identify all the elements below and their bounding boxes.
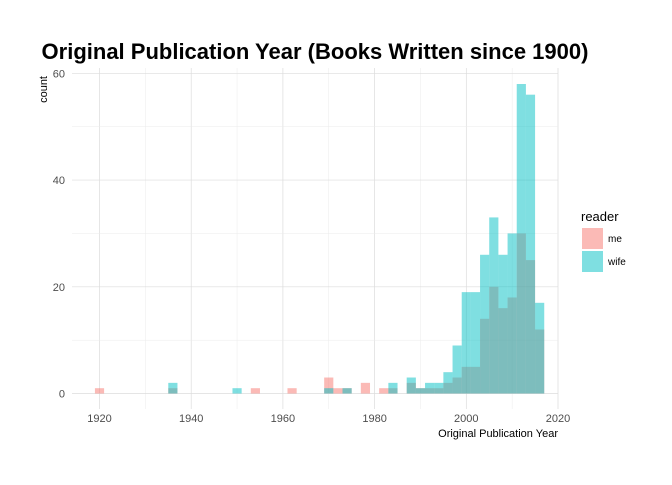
x-tick-label: 1920	[87, 413, 111, 425]
bar-wife	[480, 254, 490, 394]
legend-key-wife	[582, 251, 603, 272]
bar-wife	[168, 382, 178, 394]
legend-label-me: me	[608, 234, 622, 245]
bar-me	[333, 388, 343, 394]
chart-title: Original Publication Year (Books Written…	[42, 39, 589, 64]
bar-wife	[525, 94, 536, 394]
bar-wife	[406, 377, 416, 394]
bar-wife	[489, 217, 499, 394]
bar-wife	[470, 292, 481, 394]
bar-wife	[461, 292, 471, 394]
x-tick-label: 1960	[271, 413, 295, 425]
legend-label-wife: wife	[607, 257, 626, 268]
bar-wife	[535, 302, 545, 394]
y-tick-label: 0	[59, 389, 65, 401]
bar-me	[360, 382, 371, 394]
bar-wife	[425, 382, 435, 394]
y-tick-label: 20	[53, 282, 65, 294]
bar-wife	[507, 233, 517, 394]
bar-wife	[498, 254, 508, 394]
bar-wife	[415, 388, 426, 394]
bar-wife	[324, 388, 334, 394]
bar-me	[324, 377, 334, 394]
bar-wife	[232, 388, 242, 394]
y-axis-title: count	[38, 76, 50, 103]
legend-key-me	[582, 228, 603, 249]
bar-me	[250, 388, 260, 394]
x-tick-label: 2000	[454, 413, 478, 425]
x-tick-label: 2020	[546, 413, 570, 425]
bar-wife	[516, 84, 526, 394]
x-tick-label: 1940	[179, 413, 203, 425]
bar-me	[94, 388, 105, 394]
bar-me	[287, 388, 297, 394]
x-tick-label: 1980	[362, 413, 386, 425]
bar-wife	[388, 382, 398, 394]
bar-wife	[452, 345, 462, 394]
y-tick-label: 40	[53, 175, 65, 187]
y-tick-label: 60	[53, 68, 65, 80]
x-axis-title: Original Publication Year	[438, 428, 558, 440]
bars	[94, 84, 545, 394]
bar-me	[379, 388, 389, 394]
axis-tick-labels: 1920 1940 1960 1980 2000 2020 0 20 40 60	[53, 68, 570, 425]
legend: reader me wife	[581, 209, 626, 272]
bar-wife	[443, 372, 453, 394]
bar-wife	[434, 382, 444, 394]
legend-title: reader	[581, 209, 619, 224]
bar-wife	[342, 388, 352, 394]
